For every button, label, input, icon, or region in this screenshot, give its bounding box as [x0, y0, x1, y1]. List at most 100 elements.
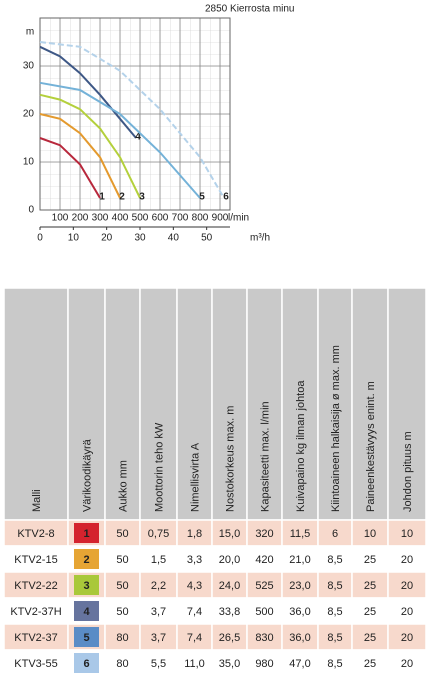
cell	[176, 545, 213, 573]
cell-text: 4,3	[187, 580, 202, 592]
header-label: Johdon pituus m	[402, 431, 414, 512]
header-cell	[3, 287, 69, 521]
cell	[176, 649, 213, 677]
cell	[139, 519, 178, 547]
cell-text: 25	[364, 658, 376, 670]
cell-text: KTV2-8	[17, 528, 54, 540]
cell	[139, 649, 178, 677]
cell-text: 6	[332, 528, 338, 540]
color-code	[74, 523, 99, 543]
cell-text: KTV2-37	[14, 632, 57, 644]
y-tick-label: 0	[28, 205, 34, 216]
cell-text: 0,75	[148, 528, 169, 540]
color-code	[74, 601, 99, 621]
x2-tick-label: 20	[101, 233, 113, 244]
cell-text: KTV2-15	[14, 554, 57, 566]
curve-label: 3	[139, 192, 145, 203]
x2-tick-label: 40	[168, 233, 180, 244]
x-tick-label: 300	[92, 213, 109, 224]
cell-text: 3,7	[151, 632, 166, 644]
curve-label: 1	[99, 192, 105, 203]
header-cell	[317, 287, 353, 521]
header-label: Nostokorkeus max. m	[224, 406, 236, 512]
cell	[211, 623, 248, 651]
cell	[246, 597, 283, 625]
curve	[39, 93, 141, 199]
cell-text: 3,3	[187, 554, 202, 566]
header-label: Nimellisvirta A	[189, 442, 201, 512]
cell-text: 50	[116, 528, 128, 540]
cell-text: 25	[364, 606, 376, 618]
cell-text: 6	[83, 658, 89, 670]
cell-text: 420	[255, 554, 273, 566]
header-label: Kiintoaineen halkaisija ø max. mm	[330, 345, 342, 512]
header-label: Värikoodikäyrä	[81, 438, 93, 512]
curve	[39, 113, 121, 199]
cell-text: 35,0	[219, 658, 240, 670]
cell-text: 8,5	[327, 632, 342, 644]
header-label: Paineenkestävyys enint. m	[365, 381, 377, 512]
cell-text: 2	[83, 554, 89, 566]
x-tick-label: 400	[112, 213, 129, 224]
cell-text: 15,0	[219, 528, 240, 540]
cell-text: 11,0	[184, 658, 205, 670]
cell-text: 8,5	[327, 606, 342, 618]
color-code	[74, 575, 99, 595]
header-label: Aukko mm	[117, 460, 129, 512]
cell-text: 80	[116, 658, 128, 670]
cell	[3, 597, 69, 625]
cell	[351, 597, 389, 625]
color-code	[74, 627, 99, 647]
cell-text: 25	[364, 632, 376, 644]
cell	[387, 649, 427, 677]
cell	[387, 571, 427, 599]
x-tick-label: 700	[172, 213, 189, 224]
x-tick-label: 200	[72, 213, 89, 224]
x2-tick-label: 0	[37, 233, 43, 244]
curve-label: 2	[119, 192, 125, 203]
cell	[211, 649, 248, 677]
cell-text: 1,5	[151, 554, 166, 566]
cell	[281, 545, 319, 573]
curve	[39, 81, 201, 199]
cell-text: 50	[116, 580, 128, 592]
cell-text: 20	[401, 606, 413, 618]
cell-text: 8,5	[327, 554, 342, 566]
cell-text: 20	[401, 658, 413, 670]
header-cell	[104, 287, 141, 521]
cell-text: 2,2	[151, 580, 166, 592]
cell-text: 3	[83, 580, 89, 592]
x-tick-label: 800	[192, 213, 209, 224]
cell-text: 25	[364, 554, 376, 566]
curve	[39, 137, 101, 199]
cell-text: 525	[255, 580, 273, 592]
cell-text: 500	[255, 606, 273, 618]
cell-text: 50	[116, 554, 128, 566]
y-tick-label: 20	[23, 109, 35, 120]
cell	[246, 649, 283, 677]
cell-text: 7,4	[187, 632, 202, 644]
cell-text: 24,0	[219, 580, 240, 592]
y-tick-label: 30	[23, 61, 35, 72]
cell	[104, 623, 141, 651]
cell-text: 50	[116, 606, 128, 618]
x2-axis-label: m³/h	[250, 233, 270, 244]
cell-text: 20,0	[219, 554, 240, 566]
cell	[317, 545, 353, 573]
header-label: Moottorin teho kW	[153, 422, 165, 512]
cell	[139, 545, 178, 573]
cell-text: 8,5	[327, 658, 342, 670]
header-label: Malli	[31, 489, 43, 512]
header-label: Kuivapaino kg ilman johtoa	[295, 380, 307, 512]
cell	[351, 649, 389, 677]
cell-text: 7,4	[187, 606, 202, 618]
header-cell	[139, 287, 178, 521]
curve-label: 5	[199, 192, 205, 203]
cell-text: 23,0	[289, 580, 310, 592]
cell	[139, 623, 178, 651]
x2-tick-label: 10	[68, 233, 80, 244]
color-code	[74, 653, 99, 673]
cell	[246, 519, 283, 547]
curve	[39, 45, 137, 139]
